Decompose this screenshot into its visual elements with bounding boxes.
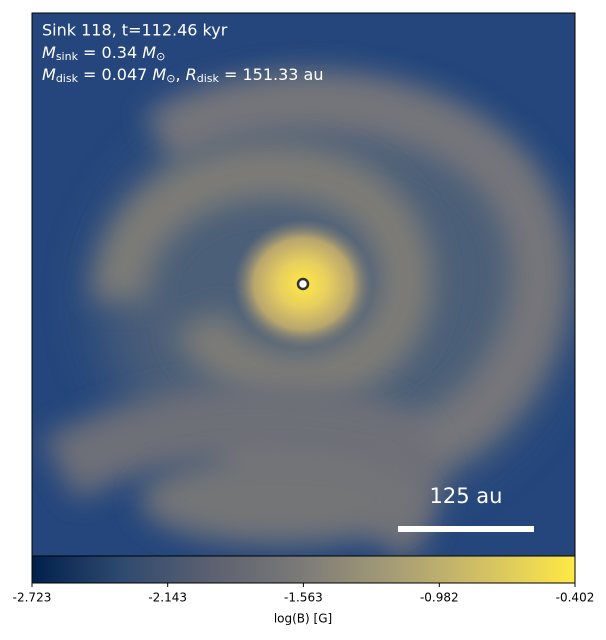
sink-marker — [296, 277, 310, 291]
colorbar-tick-label: -0.982 — [420, 591, 459, 605]
unit: M — [142, 43, 156, 62]
sink-title: Sink 118, t=112.46 kyr — [42, 21, 228, 40]
colorbar — [31, 555, 576, 584]
unit: M — [152, 65, 166, 84]
unit-subscript: ⊙ — [156, 50, 165, 63]
value: = 0.34 — [78, 43, 142, 62]
colorbar-tick-label: -0.402 — [556, 591, 595, 605]
colorbar-tick-label: -2.143 — [148, 591, 187, 605]
scale-bar — [398, 526, 534, 532]
value: = 0.047 — [78, 65, 152, 84]
disk-info: Mdisk = 0.047 M⊙, Rdisk = 151.33 au — [42, 65, 323, 86]
symbol: M — [42, 43, 56, 62]
symbol: M — [42, 65, 56, 84]
colorbar-label: log(B) [G] — [274, 612, 332, 626]
separator: , — [175, 65, 185, 84]
r-value: = 151.33 au — [219, 65, 324, 84]
unit-subscript: ⊙ — [166, 72, 175, 85]
colorbar-tick-label: -1.563 — [284, 591, 323, 605]
colorbar-tick-label: -2.723 — [13, 591, 52, 605]
subscript: disk — [56, 72, 79, 85]
r-symbol: R — [186, 65, 197, 84]
field-image — [32, 13, 575, 556]
scale-bar-label: 125 au — [430, 484, 503, 508]
subscript: sink — [56, 50, 79, 63]
r-subscript: disk — [197, 72, 220, 85]
sink-mass: Msink = 0.34 M⊙ — [42, 43, 165, 64]
